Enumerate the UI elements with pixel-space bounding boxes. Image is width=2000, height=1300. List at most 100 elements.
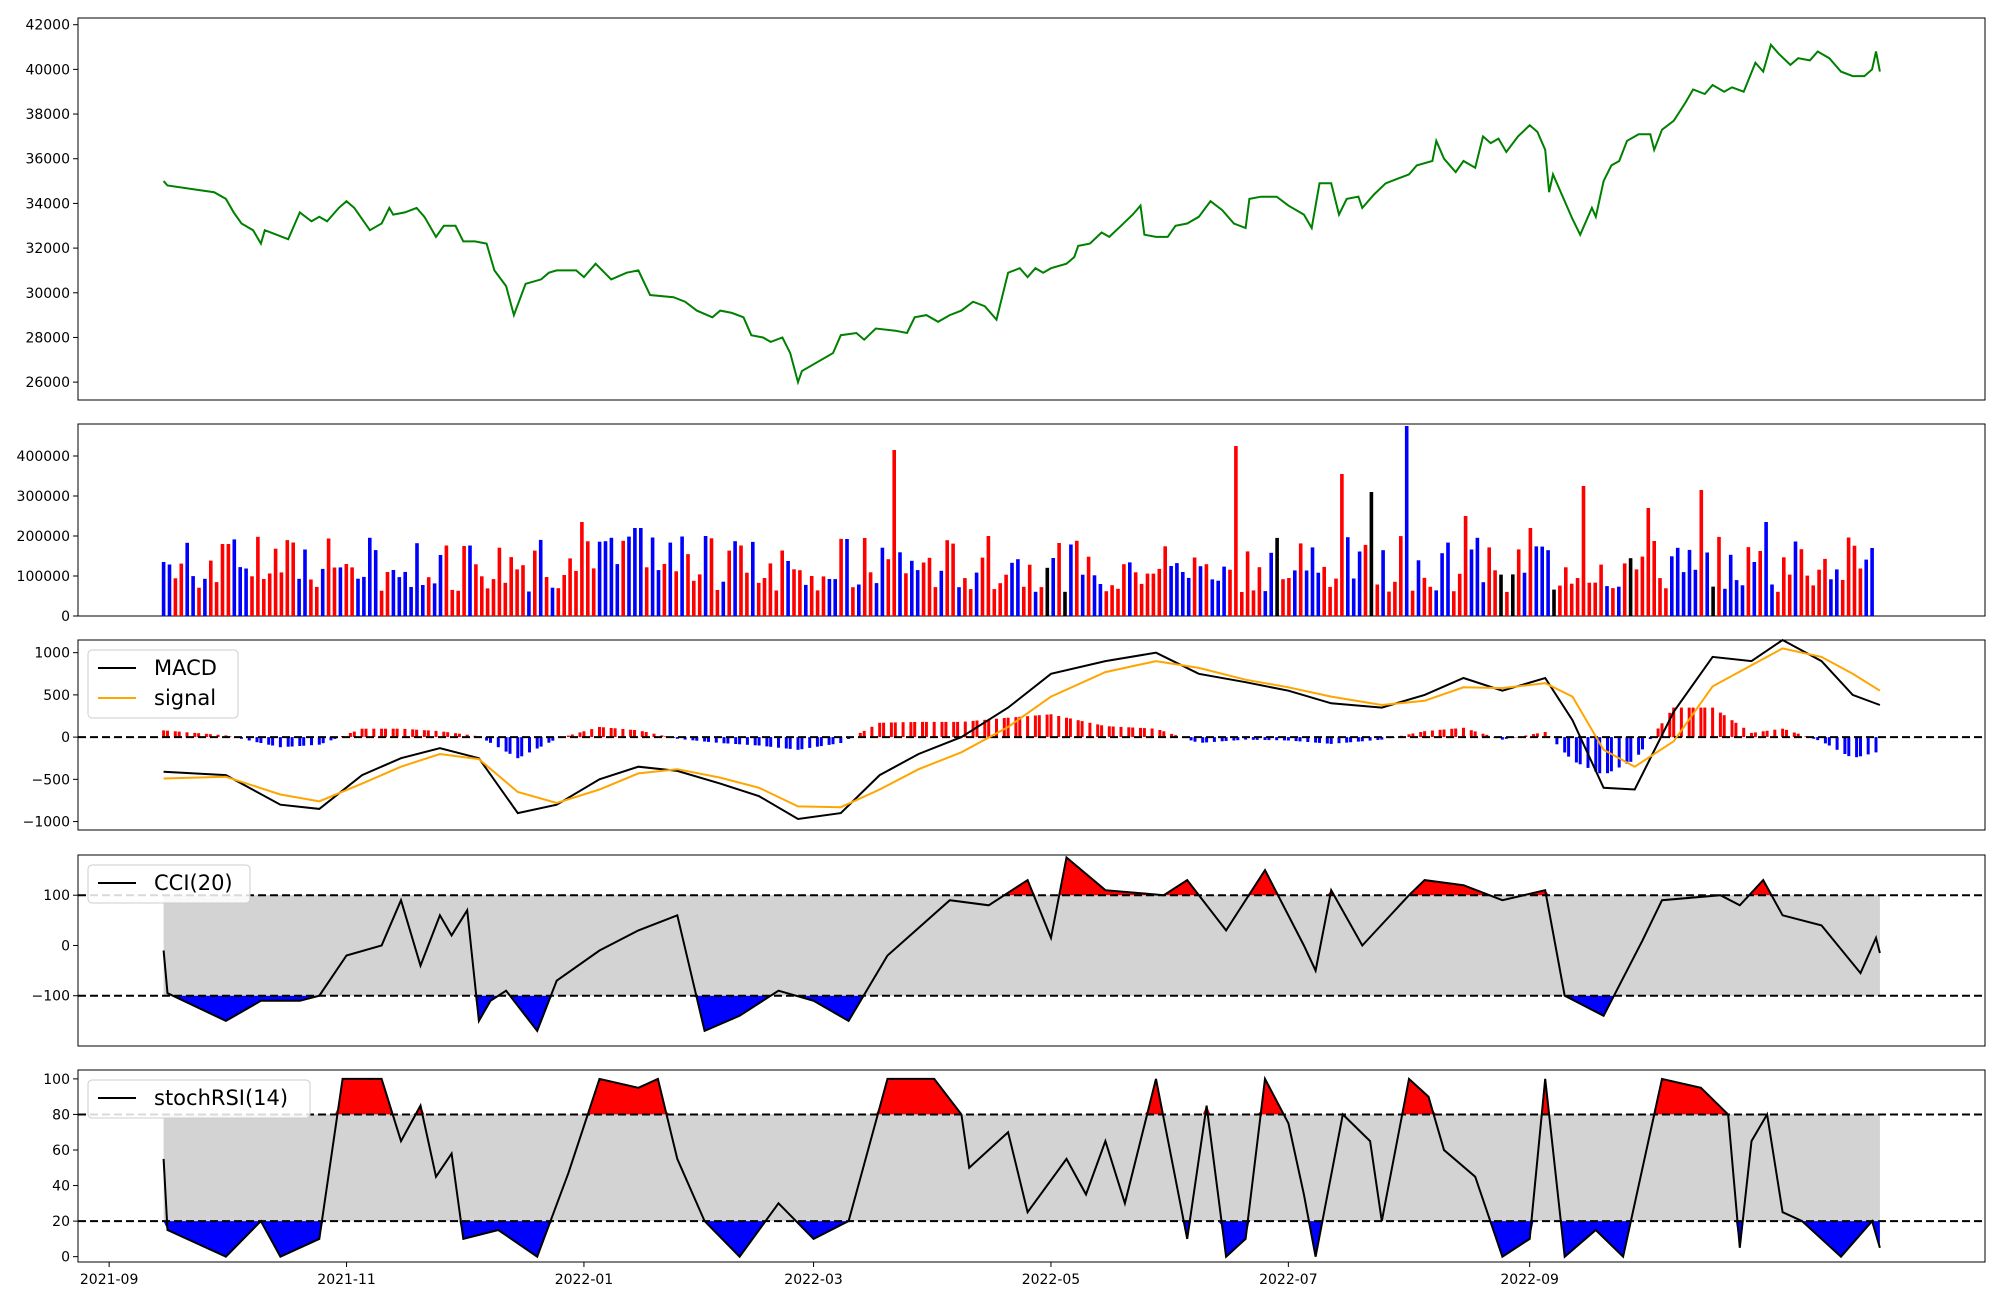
macd-histogram-bar — [1306, 737, 1310, 742]
volume-bar — [1104, 591, 1109, 616]
volume-bar — [1346, 537, 1350, 616]
macd-histogram-bar — [1711, 707, 1715, 738]
y-tick-label: 100000 — [17, 569, 70, 585]
macd-histogram-bar — [259, 737, 263, 743]
volume-bar — [1817, 569, 1821, 616]
macd-histogram-bar — [384, 728, 387, 738]
macd-histogram-bar — [446, 732, 450, 738]
legend-label: signal — [154, 686, 216, 710]
macd-histogram-bar — [489, 737, 492, 743]
volume-bar — [562, 575, 566, 616]
volume-bar — [1281, 579, 1285, 616]
macd-histogram-bar — [839, 737, 843, 743]
macd-histogram-bar — [1823, 737, 1827, 744]
macd-histogram-bar — [1158, 730, 1162, 738]
volume-bar — [191, 576, 195, 616]
macd-histogram-bar — [508, 737, 512, 754]
macd-histogram-bar — [1668, 712, 1672, 738]
volume-bar — [1528, 528, 1533, 616]
y-tick-label: 20 — [52, 1214, 70, 1230]
volume-bar — [1569, 583, 1574, 616]
macd-panel: −1000 −500 0 500 1000 MACD signal — [23, 638, 1986, 831]
macd-histogram-bar — [878, 722, 882, 738]
macd-histogram-bar — [539, 737, 543, 747]
volume-bar — [1069, 544, 1073, 616]
volume-bar — [780, 550, 784, 616]
volume-bar — [1010, 562, 1014, 616]
macd-histogram-bar — [208, 734, 212, 738]
y-tick-label: 60 — [52, 1143, 70, 1159]
volume-bar — [886, 559, 891, 616]
volume-bar — [1416, 560, 1421, 616]
y-tick-label: 500 — [43, 688, 70, 704]
macd-histogram-bar — [162, 730, 166, 738]
macd-histogram-bar — [454, 733, 457, 738]
volume-bar — [1829, 579, 1833, 616]
volume-bar — [232, 539, 237, 616]
macd-histogram-bar — [726, 737, 730, 744]
macd-histogram-bar — [310, 737, 313, 746]
macd-histogram-bar — [1703, 707, 1707, 738]
macd-histogram-bar — [858, 732, 862, 738]
macd-histogram-bar — [1345, 737, 1349, 743]
volume-bar — [1469, 549, 1474, 616]
macd-histogram-bar — [403, 728, 407, 738]
volume-bar — [1228, 569, 1232, 616]
macd-histogram-bar — [1150, 728, 1154, 738]
volume-bar — [968, 589, 973, 616]
volume-bar — [1534, 546, 1539, 616]
volume-bar — [668, 542, 673, 616]
volume-bar — [1045, 567, 1050, 616]
volume-bar — [444, 545, 449, 616]
macd-histogram-bar — [952, 721, 956, 738]
macd-histogram-bar — [1423, 731, 1427, 738]
macd-histogram-bar — [598, 727, 601, 738]
volume-bar — [1752, 562, 1757, 616]
macd-histogram-bar — [1045, 714, 1049, 738]
volume-bar — [262, 579, 266, 616]
volume-bar — [674, 571, 678, 616]
macd-histogram-bar — [1107, 726, 1111, 738]
volume-bar — [209, 560, 213, 616]
volume-bar — [1322, 566, 1326, 616]
y-tick-label: −1000 — [23, 815, 70, 831]
volume-bar — [1835, 569, 1839, 616]
volume-bar — [1051, 558, 1055, 616]
volume-bar — [1240, 592, 1244, 616]
volume-bar — [1075, 540, 1079, 616]
macd-histogram-bar — [520, 737, 524, 757]
macd-histogram-bar — [1742, 727, 1746, 738]
volume-bar — [804, 584, 808, 616]
volume-bar — [1422, 577, 1427, 616]
volume-bar — [515, 569, 519, 616]
macd-histogram-bar — [465, 734, 469, 738]
y-tick-label: 34000 — [25, 196, 70, 212]
volume-bar — [1086, 556, 1091, 616]
macd-histogram-bar — [1096, 724, 1100, 738]
band-fill — [163, 1114, 1880, 1222]
volume-bar — [910, 560, 914, 616]
macd-histogram-bar — [1781, 728, 1785, 738]
macd-histogram-bar — [734, 737, 738, 744]
macd-histogram-bar — [1691, 707, 1695, 738]
volume-bar — [1369, 492, 1374, 616]
macd-histogram-bar — [664, 736, 668, 738]
macd-histogram-bar — [197, 733, 201, 738]
volume-bar — [432, 583, 437, 616]
macd-histogram-bar — [372, 728, 376, 738]
volume-bar — [491, 579, 496, 616]
volume-bar — [279, 572, 284, 616]
macd-histogram-bar — [1785, 729, 1788, 738]
volume-bar — [1234, 446, 1238, 616]
macd-histogram-bar — [302, 737, 306, 746]
volume-bar — [1770, 584, 1774, 616]
macd-histogram-bar — [1380, 737, 1384, 740]
volume-bar — [633, 528, 637, 616]
volume-bar — [597, 541, 602, 616]
macd-histogram-bar — [1660, 723, 1664, 738]
volume-bar — [933, 587, 938, 616]
volume-bar — [974, 572, 979, 616]
volume-bar — [456, 590, 460, 616]
volume-bar — [356, 578, 360, 616]
